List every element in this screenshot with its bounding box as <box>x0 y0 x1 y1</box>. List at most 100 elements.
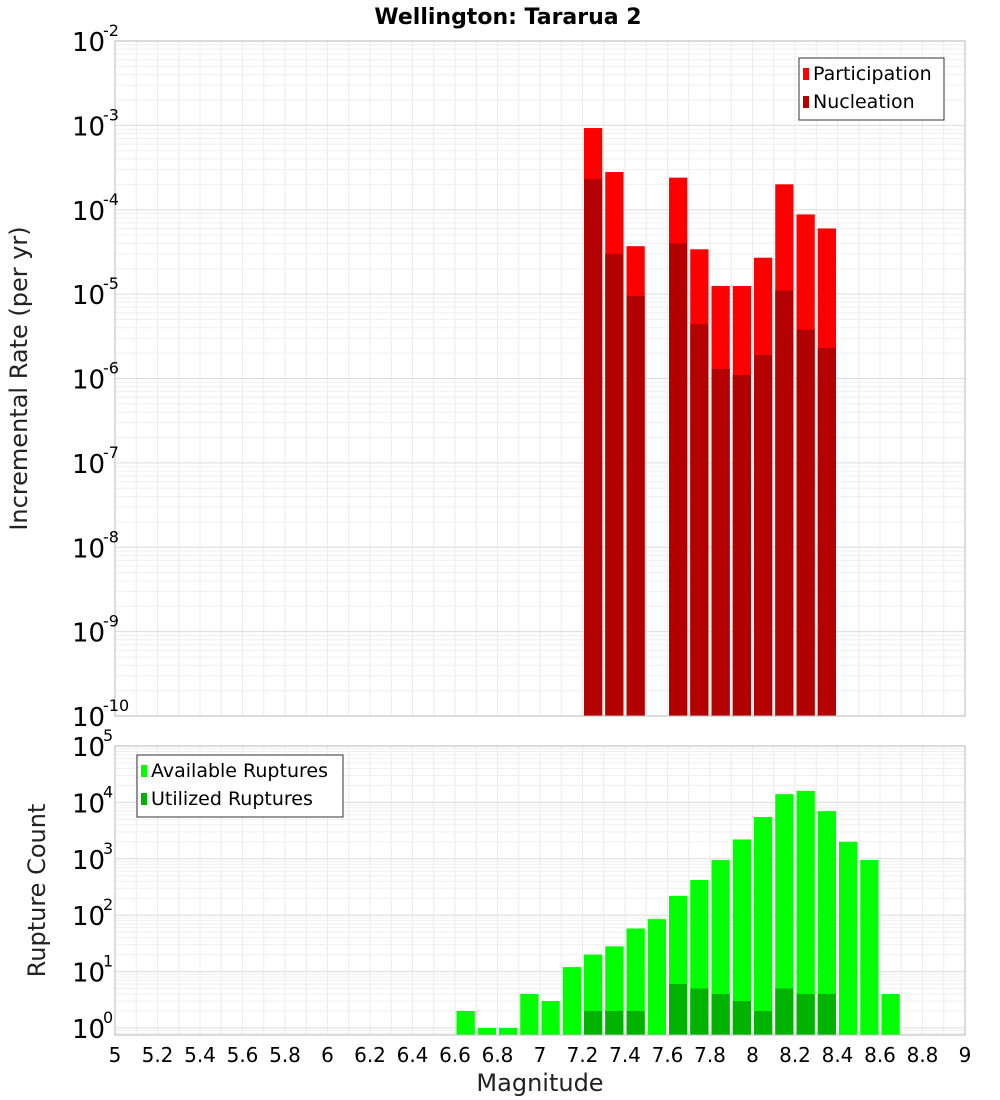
y-tick-exponent: 2 <box>103 895 113 914</box>
y-tick-exponent: -10 <box>103 696 129 715</box>
y-tick-exponent: 5 <box>103 726 113 745</box>
y-tick-exponent: 0 <box>103 1008 113 1027</box>
available-ruptures-bar <box>520 994 539 1035</box>
y-tick-label: 10 <box>72 902 105 932</box>
top-bars <box>584 128 836 717</box>
available-ruptures-bar <box>860 860 879 1035</box>
y-tick-exponent: 1 <box>103 952 113 971</box>
nucleation-bar <box>817 347 836 716</box>
y-tick-label: 10 <box>72 959 105 989</box>
legend-label-participation: Participation <box>813 63 932 85</box>
legend-swatch-participation <box>803 68 809 80</box>
y-tick-label: 10 <box>72 450 105 480</box>
utilized-ruptures-bar <box>626 1010 645 1035</box>
legend-label-nucleation: Nucleation <box>813 91 915 113</box>
chart-title: Wellington: Tararua 2 <box>374 5 641 30</box>
nucleation-bar <box>796 329 815 716</box>
y-tick-exponent: -9 <box>103 612 119 631</box>
x-tick-label: 6.2 <box>354 1043 386 1067</box>
nucleation-bar <box>669 243 688 717</box>
x-tick-label: 7.2 <box>567 1043 599 1067</box>
y-tick-exponent: -8 <box>103 527 119 546</box>
top-plot-frame <box>114 40 966 717</box>
utilized-ruptures-bar <box>732 1001 751 1035</box>
x-tick-label: 6.8 <box>482 1043 514 1067</box>
legend-label-utilized-ruptures: Utilized Ruptures <box>151 788 313 810</box>
available-ruptures-bar <box>775 794 794 1035</box>
y-tick-exponent: -7 <box>103 443 119 462</box>
y-tick-exponent: -4 <box>103 190 119 209</box>
bottom-plot-frame <box>114 745 966 1036</box>
nucleation-bar <box>584 179 603 716</box>
x-tick-label: 6 <box>321 1043 334 1067</box>
nucleation-bar <box>732 375 751 716</box>
legend-swatch-nucleation <box>803 96 809 108</box>
top-gridlines <box>114 41 966 717</box>
y-tick-exponent: -6 <box>103 359 119 378</box>
utilized-ruptures-bar <box>775 988 794 1035</box>
y-tick-label: 10 <box>72 366 105 396</box>
available-ruptures-bar <box>477 1027 496 1035</box>
bottom-legend-box <box>136 754 344 818</box>
utilized-ruptures-bar <box>711 994 730 1035</box>
utilized-ruptures-bar <box>690 988 709 1035</box>
y-tick-label: 10 <box>72 1015 105 1045</box>
available-ruptures-bar <box>754 817 773 1035</box>
available-ruptures-bar <box>839 841 858 1035</box>
y-tick-label: 10 <box>72 733 105 763</box>
y-tick-exponent: -3 <box>103 105 119 124</box>
x-tick-label: 7 <box>534 1043 547 1067</box>
available-ruptures-bar <box>456 1010 475 1035</box>
x-tick-label: 5.4 <box>184 1043 216 1067</box>
available-ruptures-bar <box>499 1027 518 1035</box>
x-tick-label: 7.4 <box>609 1043 641 1067</box>
legend-label-available-ruptures: Available Ruptures <box>151 760 328 782</box>
x-axis-label: Magnitude <box>476 1069 603 1097</box>
nucleation-bar <box>711 368 730 716</box>
top-legend: Participation Nucleation <box>798 57 945 121</box>
y-tick-exponent: 4 <box>103 782 113 801</box>
y-tick-label: 10 <box>72 112 105 142</box>
y-tick-label: 10 <box>72 789 105 819</box>
x-tick-label: 6.6 <box>439 1043 471 1067</box>
x-tick-label: 8.4 <box>822 1043 854 1067</box>
legend-swatch-utilized-ruptures <box>141 793 147 805</box>
x-tick-label: 8.8 <box>907 1043 939 1067</box>
bottom-bars <box>456 790 900 1035</box>
bottom-y-axis-label: Rupture Count <box>23 804 51 978</box>
legend-swatch-available-ruptures <box>141 765 147 777</box>
nucleation-bar <box>690 324 709 716</box>
x-tick-label: 8.6 <box>864 1043 896 1067</box>
x-tick-labels: 5 5.2 5.4 5.6 5.8 6 6.2 6.4 6.6 6.8 7 7.2 7.4 7.6 7.8 8… <box>109 1043 972 1067</box>
nucleation-bar <box>605 253 624 716</box>
utilized-ruptures-bar <box>796 994 815 1035</box>
x-tick-label: 5.6 <box>227 1043 259 1067</box>
x-tick-label: 8 <box>746 1043 759 1067</box>
utilized-ruptures-bar <box>605 1010 624 1035</box>
nucleation-bar <box>754 354 773 716</box>
x-tick-label: 6.4 <box>397 1043 429 1067</box>
nucleation-bar <box>775 290 794 716</box>
available-ruptures-bar <box>881 994 900 1035</box>
y-tick-exponent: -5 <box>103 274 119 293</box>
y-tick-exponent: 3 <box>103 839 113 858</box>
x-tick-label: 9 <box>959 1043 972 1067</box>
available-ruptures-bar <box>626 928 645 1035</box>
available-ruptures-bar <box>711 860 730 1035</box>
x-tick-label: 5.2 <box>142 1043 174 1067</box>
utilized-ruptures-bar <box>584 1010 603 1035</box>
nucleation-bar <box>626 296 645 716</box>
bottom-legend: Available Ruptures Utilized Ruptures <box>136 754 344 818</box>
x-tick-label: 7.6 <box>652 1043 684 1067</box>
x-tick-label: 8.2 <box>779 1043 811 1067</box>
y-tick-label: 10 <box>72 197 105 227</box>
available-ruptures-bar <box>732 839 751 1035</box>
available-ruptures-bar <box>796 790 815 1035</box>
available-ruptures-bar <box>817 811 836 1035</box>
x-tick-label: 5 <box>109 1043 122 1067</box>
